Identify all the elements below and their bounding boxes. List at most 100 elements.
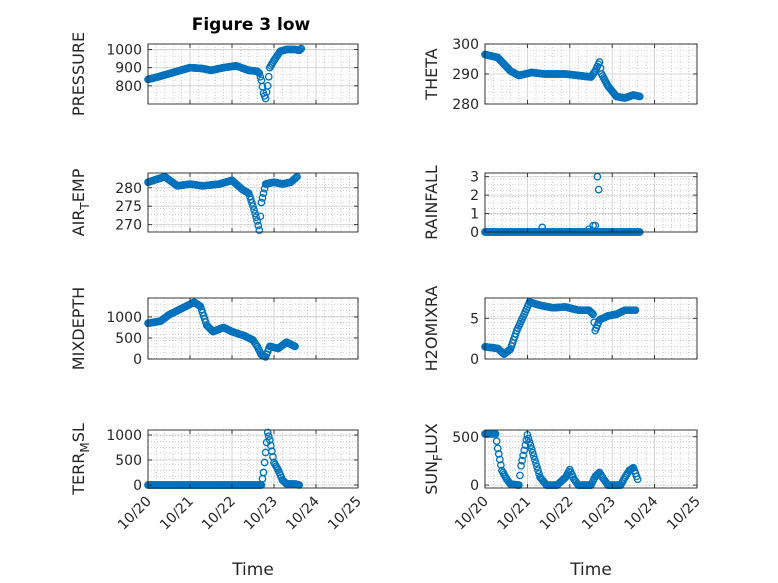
data-point <box>590 68 599 77</box>
data-point <box>250 206 258 214</box>
subplot-rainfall: 0 1 2 3 RAINFALL <box>422 165 698 241</box>
data-point <box>505 346 514 354</box>
axes-box <box>147 43 359 105</box>
data-point <box>528 448 537 457</box>
y-tick-label: 0 <box>470 225 479 241</box>
data-point <box>631 306 640 315</box>
subplot-air-temp: 270 275 280 AIRTEMP <box>69 168 359 236</box>
data-markers <box>481 298 640 358</box>
data-point <box>589 310 597 319</box>
data-point <box>520 446 529 455</box>
subplot-sun-flux: 0 500 10/20 10/21 10/22 10/23 10/24 10/25 SUNFLU… <box>422 423 704 580</box>
data-point <box>530 455 539 464</box>
x-tick-label: 10/22 <box>537 494 577 534</box>
y-tick-label: 290 <box>452 67 479 83</box>
axes-box <box>484 172 698 233</box>
axes-box <box>484 429 698 489</box>
data-point <box>263 428 272 437</box>
x-tick-label: 10/20 <box>452 494 492 534</box>
y-tick-label: 2 <box>470 188 479 204</box>
y-tick-label: 1000 <box>106 42 142 58</box>
data-point <box>491 430 500 438</box>
y-axis-label: MIXDEPTH <box>69 287 88 370</box>
data-point <box>255 226 264 235</box>
data-point <box>259 189 268 198</box>
y-tick-label: 270 <box>115 218 142 234</box>
data-point <box>493 444 502 453</box>
subplot-mixdepth: 0 500 1000 MIXDEPTH <box>69 287 359 370</box>
data-point <box>254 221 263 230</box>
data-point <box>263 81 272 90</box>
y-tick-label: 300 <box>452 37 479 53</box>
data-point <box>534 466 542 475</box>
data-point <box>254 68 263 77</box>
x-tick-label: 10/20 <box>115 494 155 534</box>
data-markers <box>144 44 306 103</box>
data-point <box>291 174 299 183</box>
data-point <box>258 194 267 202</box>
y-tick-label: 900 <box>115 61 142 77</box>
data-point <box>244 189 253 198</box>
x-tick-label: 10/21 <box>157 494 197 534</box>
axes-box <box>147 429 359 489</box>
data-point <box>497 461 505 469</box>
data-point <box>255 69 264 77</box>
axes-box <box>484 297 698 360</box>
data-point <box>247 195 255 204</box>
y-axis-label: SUNFLUX <box>422 423 445 495</box>
data-markers <box>144 172 301 235</box>
y-tick-label: 0 <box>470 478 479 494</box>
y-axis-label: THETA <box>422 48 441 100</box>
y-axis-label: PRESSURE <box>69 32 88 116</box>
x-tick-label: 10/24 <box>283 493 323 533</box>
data-point <box>529 452 538 460</box>
x-axis-label: Time <box>231 560 274 580</box>
data-point <box>517 461 525 470</box>
x-tick-label: 10/23 <box>241 494 281 534</box>
data-point <box>264 72 273 81</box>
data-point <box>252 213 260 222</box>
data-point <box>296 45 305 54</box>
subplot-grid: 800 900 1000 PRESSURE 280 290 300 THETA 270 275 2 8… <box>69 32 704 580</box>
x-tick-label: 10/24 <box>622 493 662 533</box>
y-tick-label: 280 <box>115 181 142 197</box>
figure-title: Figure 3 low <box>192 15 311 35</box>
axes-box <box>147 297 359 360</box>
subplot-pressure: 800 900 1000 PRESSURE <box>69 32 359 116</box>
data-markers <box>481 430 642 489</box>
data-point <box>495 455 504 464</box>
data-point <box>492 437 501 445</box>
y-tick-label: 800 <box>115 79 142 95</box>
data-point <box>518 456 526 465</box>
y-axis-label: TERRMSL <box>69 423 92 496</box>
data-point <box>260 458 269 467</box>
x-tick-label: 10/25 <box>664 494 704 534</box>
data-point <box>587 308 595 317</box>
data-point <box>246 192 254 201</box>
data-point <box>248 199 256 207</box>
data-point <box>264 432 273 441</box>
data-point <box>293 172 301 181</box>
data-point <box>633 475 642 484</box>
data-point <box>256 72 265 81</box>
data-point <box>594 185 603 194</box>
y-tick-label: 5 <box>470 311 479 327</box>
y-tick-label: 500 <box>115 453 142 469</box>
data-point <box>516 471 524 480</box>
y-axis-label: AIRTEMP <box>69 168 92 236</box>
data-point <box>297 44 306 53</box>
data-point <box>538 223 547 232</box>
x-tick-label: 10/22 <box>199 494 239 534</box>
axes-box <box>147 172 359 233</box>
data-point <box>295 46 304 55</box>
data-point <box>259 468 268 477</box>
data-point <box>494 450 503 458</box>
data-markers <box>481 50 644 102</box>
data-markers <box>144 298 299 361</box>
data-point <box>532 459 540 468</box>
x-tick-label: 10/21 <box>494 494 534 534</box>
y-tick-label: 275 <box>115 199 142 215</box>
data-point <box>533 462 541 471</box>
y-tick-label: 1 <box>470 207 479 223</box>
